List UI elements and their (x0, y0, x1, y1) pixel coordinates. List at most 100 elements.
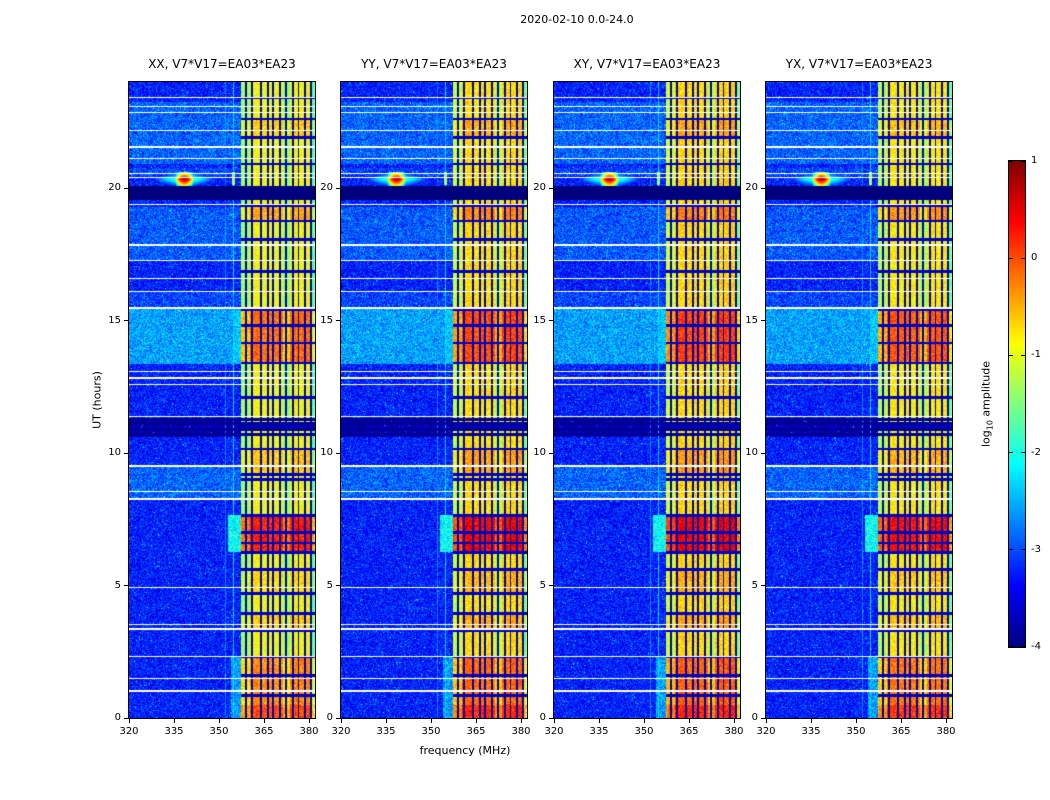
x-tick-label: 365 (254, 726, 274, 737)
figure-title: 2020-02-10 0.0-24.0 (520, 13, 634, 26)
y-tick-mark (124, 585, 128, 586)
colorbar-label-log: log (979, 430, 993, 448)
panel-yy: YY, V7*V17=EA03*EA23 0 5 10 15 20 320 335 350 36… (320, 57, 530, 737)
y-tick-label: 10 (320, 447, 333, 458)
colorbar-label-sub: 10 (985, 420, 995, 431)
colorbar-tick-label: -3 (1031, 543, 1041, 555)
colorbar-tick-mark (1009, 549, 1013, 551)
y-tick-mark (124, 452, 128, 454)
y-tick-mark (336, 320, 340, 321)
x-tick-label: 335 (376, 726, 396, 737)
x-tick-mark (520, 719, 522, 723)
heatmap-yy (341, 82, 527, 718)
x-tick-mark (688, 719, 690, 723)
colorbar-axis-label: log10 amplitude (979, 361, 994, 447)
y-tick-label: 20 (108, 182, 121, 193)
x-tick-mark (430, 719, 432, 723)
colorbar-gradient (1009, 161, 1025, 647)
x-tick-label: 350 (421, 726, 441, 737)
x-tick-label: 365 (891, 726, 911, 737)
x-tick-label: 320 (119, 726, 139, 737)
x-tick-mark (173, 719, 175, 723)
y-tick-mark (761, 187, 765, 189)
colorbar-tick-mark (1021, 549, 1025, 551)
panel-yx: YX, V7*V17=EA03*EA23 0 5 10 15 20 320 335 350 36… (745, 57, 955, 737)
x-tick-label: 320 (544, 726, 564, 737)
y-tick-label: 0 (751, 712, 758, 723)
y-tick-label: 20 (745, 182, 758, 193)
x-tick-label: 350 (846, 726, 866, 737)
panel-title-xy: XY, V7*V17=EA03*EA23 (573, 57, 721, 71)
y-tick-label: 20 (533, 182, 546, 193)
y-tick-mark (761, 585, 765, 586)
colorbar-tick-label: -1 (1031, 349, 1041, 361)
x-tick-label: 320 (756, 726, 776, 737)
colorbar-tick-label: 1 (1031, 155, 1038, 166)
x-tick-mark (340, 719, 342, 723)
y-tick-mark (336, 585, 340, 586)
x-tick-mark (218, 719, 220, 723)
x-tick-mark (765, 719, 767, 723)
heatmap-xy (554, 82, 740, 718)
y-tick-label: 0 (539, 712, 546, 723)
y-tick-mark (336, 187, 340, 189)
x-tick-mark (598, 719, 600, 723)
x-tick-label: 380 (724, 726, 744, 737)
y-tick-label: 10 (745, 447, 758, 458)
y-tick-mark (549, 585, 553, 586)
y-tick-mark (549, 452, 553, 454)
x-tick-mark (128, 719, 130, 723)
x-tick-label: 365 (679, 726, 699, 737)
x-tick-label: 335 (589, 726, 609, 737)
colorbar-tick-mark (1021, 160, 1025, 162)
colorbar-tick-mark (1009, 160, 1013, 162)
x-tick-mark (385, 719, 387, 723)
x-tick-mark (308, 719, 310, 723)
colorbar-label-amplitude: amplitude (979, 360, 993, 421)
colorbar-tick-label: 0 (1031, 252, 1038, 264)
colorbar-tick-mark (1009, 645, 1013, 647)
y-tick-label: 5 (539, 579, 546, 591)
colorbar-tick-label: -4 (1031, 641, 1041, 652)
y-tick-mark (124, 187, 128, 189)
colorbar (1008, 160, 1026, 648)
x-tick-label: 350 (634, 726, 654, 737)
y-tick-mark (549, 717, 553, 719)
y-tick-label: 0 (326, 712, 333, 723)
y-tick-mark (124, 717, 128, 719)
y-tick-mark (549, 187, 553, 189)
colorbar-tick-mark (1009, 354, 1013, 356)
y-tick-label: 5 (114, 579, 121, 591)
y-tick-label: 15 (745, 314, 758, 326)
y-tick-mark (124, 320, 128, 321)
x-tick-label: 380 (299, 726, 319, 737)
x-tick-mark (945, 719, 947, 723)
y-tick-label: 15 (533, 314, 546, 326)
colorbar-tick-mark (1021, 354, 1025, 356)
colorbar-tick-mark (1021, 257, 1025, 259)
panel-title-xx: XX, V7*V17=EA03*EA23 (148, 57, 296, 71)
heatmap-yx (766, 82, 952, 718)
y-tick-mark (761, 717, 765, 719)
y-axis-label: UT (hours) (90, 371, 104, 429)
x-tick-mark (855, 719, 857, 723)
y-tick-label: 15 (108, 314, 121, 326)
x-tick-mark (810, 719, 812, 723)
x-tick-label: 380 (511, 726, 531, 737)
colorbar-tick-mark (1009, 257, 1013, 259)
x-axis-label: frequency (MHz) (419, 744, 511, 757)
x-tick-mark (263, 719, 265, 723)
y-tick-label: 5 (751, 579, 758, 591)
x-tick-label: 380 (936, 726, 956, 737)
x-tick-mark (900, 719, 902, 723)
colorbar-tick-label: -2 (1031, 446, 1041, 458)
x-tick-mark (643, 719, 645, 723)
colorbar-tick-mark (1021, 645, 1025, 647)
y-tick-mark (549, 320, 553, 321)
panel-title-yy: YY, V7*V17=EA03*EA23 (361, 57, 507, 71)
y-tick-label: 5 (326, 579, 333, 591)
x-tick-mark (733, 719, 735, 723)
heatmap-xx (129, 82, 315, 718)
y-tick-label: 15 (320, 314, 333, 326)
